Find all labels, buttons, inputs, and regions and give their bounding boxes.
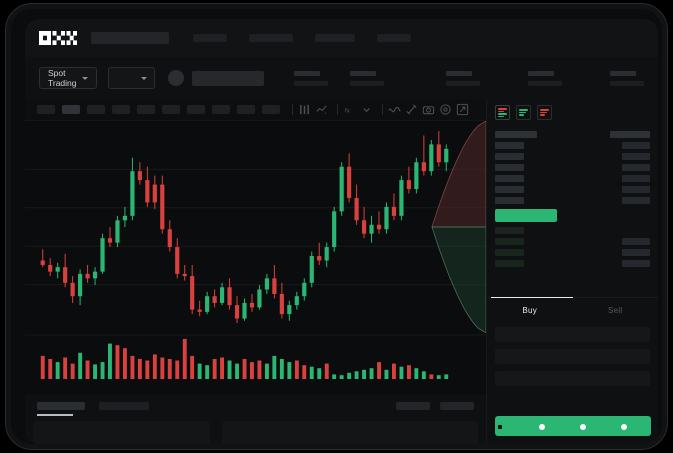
orderbook-ask-row[interactable] [495, 184, 650, 195]
trading-pair-dropdown[interactable] [107, 67, 155, 89]
top-navigation-bar [25, 19, 658, 57]
volume-histogram[interactable] [25, 333, 486, 395]
orderbook-ask-row[interactable] [495, 151, 650, 162]
bottom-card-2[interactable] [221, 421, 478, 444]
compare-icon[interactable] [405, 103, 418, 116]
orderbook-price-header [495, 131, 537, 138]
orderbook-amount-header [610, 131, 650, 138]
stepper-handle[interactable] [495, 422, 504, 432]
tab-buy[interactable]: Buy [522, 306, 538, 315]
tab-sell[interactable]: Sell [607, 306, 623, 315]
timeframe-button-2[interactable] [62, 105, 80, 114]
trading-side-panel: Buy Sell [486, 99, 658, 444]
timeframe-button-8[interactable] [212, 105, 230, 114]
market-stat-2 [350, 70, 384, 86]
bottom-action-1[interactable] [396, 402, 430, 410]
nav-item-1[interactable] [193, 34, 227, 42]
order-book[interactable] [487, 125, 658, 269]
bottom-panel-actions [396, 402, 474, 410]
orderbook-bid-row[interactable] [495, 258, 650, 269]
chart-toolbar: fx [25, 99, 486, 121]
market-stat-4 [528, 70, 562, 86]
order-total-field[interactable] [495, 371, 650, 386]
orderbook-asks-icon[interactable] [537, 105, 552, 120]
volume-canvas [25, 334, 486, 379]
timeframe-button-10[interactable] [262, 105, 280, 114]
market-stat-3 [446, 70, 480, 86]
depth-chart-overlay [431, 121, 486, 333]
stepper-dot-3[interactable] [621, 424, 627, 430]
stepper-dot-1[interactable] [539, 424, 545, 430]
timeframe-button-7[interactable] [187, 105, 205, 114]
orderbook-spread-row[interactable] [495, 209, 557, 222]
okx-logo-icon [39, 31, 77, 45]
orderbook-ask-row[interactable] [495, 140, 650, 151]
timeframe-button-4[interactable] [112, 105, 130, 114]
buy-tab-active-indicator [491, 296, 573, 298]
market-type-label: Spot Trading [48, 68, 77, 88]
orderbook-bids-icon[interactable] [516, 105, 531, 120]
orderbook-bid-row[interactable] [495, 247, 650, 258]
nav-item-2[interactable] [249, 34, 293, 42]
orderbook-header-row [495, 129, 650, 140]
settings-gear-icon[interactable] [439, 103, 452, 116]
camera-icon[interactable] [422, 103, 435, 116]
bottom-tab-active-indicator [37, 414, 73, 416]
nav-item-3[interactable] [315, 34, 355, 42]
toolbar-divider-2 [337, 104, 338, 115]
last-price-group [168, 70, 264, 86]
order-form [487, 327, 658, 393]
orderbook-bid-row[interactable] [495, 225, 650, 236]
bottom-card-row [25, 421, 486, 444]
market-type-dropdown[interactable]: Spot Trading [39, 67, 97, 89]
tablet-device-frame: Spot Trading [6, 4, 667, 449]
indicator-icon[interactable]: fx [343, 103, 356, 116]
candlestick-chart-icon[interactable] [298, 103, 311, 116]
search-input[interactable] [91, 32, 169, 44]
timeframe-button-1[interactable] [37, 105, 55, 114]
candlestick-chart[interactable] [25, 121, 486, 333]
timeframe-button-6[interactable] [162, 105, 180, 114]
orderbook-mode-toggles [487, 99, 658, 125]
timeframe-button-9[interactable] [237, 105, 255, 114]
fullscreen-icon[interactable] [456, 103, 469, 116]
bottom-tab-open-orders[interactable] [37, 402, 85, 410]
buy-sell-tab-bar: Buy Sell [487, 296, 658, 323]
bottom-orders-panel [25, 395, 486, 444]
orderbook-ask-row[interactable] [495, 195, 650, 206]
bottom-card-1[interactable] [33, 421, 210, 444]
last-price-value [192, 70, 264, 86]
bottom-tab-bar [25, 395, 486, 417]
order-price-field[interactable] [495, 327, 650, 342]
bottom-tab-order-history[interactable] [99, 402, 149, 410]
okx-logo[interactable] [39, 31, 77, 45]
chevron-down-icon [81, 76, 88, 80]
toolbar-divider [292, 104, 293, 115]
nav-item-4[interactable] [377, 34, 411, 42]
order-amount-field[interactable] [495, 349, 650, 364]
orderbook-ask-row[interactable] [495, 173, 650, 184]
line-chart-icon[interactable] [315, 103, 328, 116]
bottom-action-2[interactable] [440, 402, 474, 410]
svg-text:fx: fx [345, 107, 351, 114]
timeframe-button-5[interactable] [137, 105, 155, 114]
chevron-down-icon [141, 76, 147, 80]
orderbook-ask-row[interactable] [495, 162, 650, 173]
market-stat-1 [294, 70, 328, 86]
coin-avatar [168, 70, 184, 86]
market-subheader: Spot Trading [25, 57, 658, 99]
timeframe-button-3[interactable] [87, 105, 105, 114]
chevron-down-icon[interactable] [360, 103, 373, 116]
chart-canvas [25, 131, 486, 323]
stepper-dot-2[interactable] [580, 424, 586, 430]
orderbook-both-icon[interactable] [495, 105, 510, 120]
toolbar-divider-3 [382, 104, 383, 115]
app-screen: Spot Trading [25, 19, 658, 444]
orderbook-bid-row[interactable] [495, 236, 650, 247]
wave-indicator-icon[interactable] [388, 103, 401, 116]
submit-buy-button[interactable] [495, 416, 651, 436]
market-stat-5 [610, 70, 644, 86]
